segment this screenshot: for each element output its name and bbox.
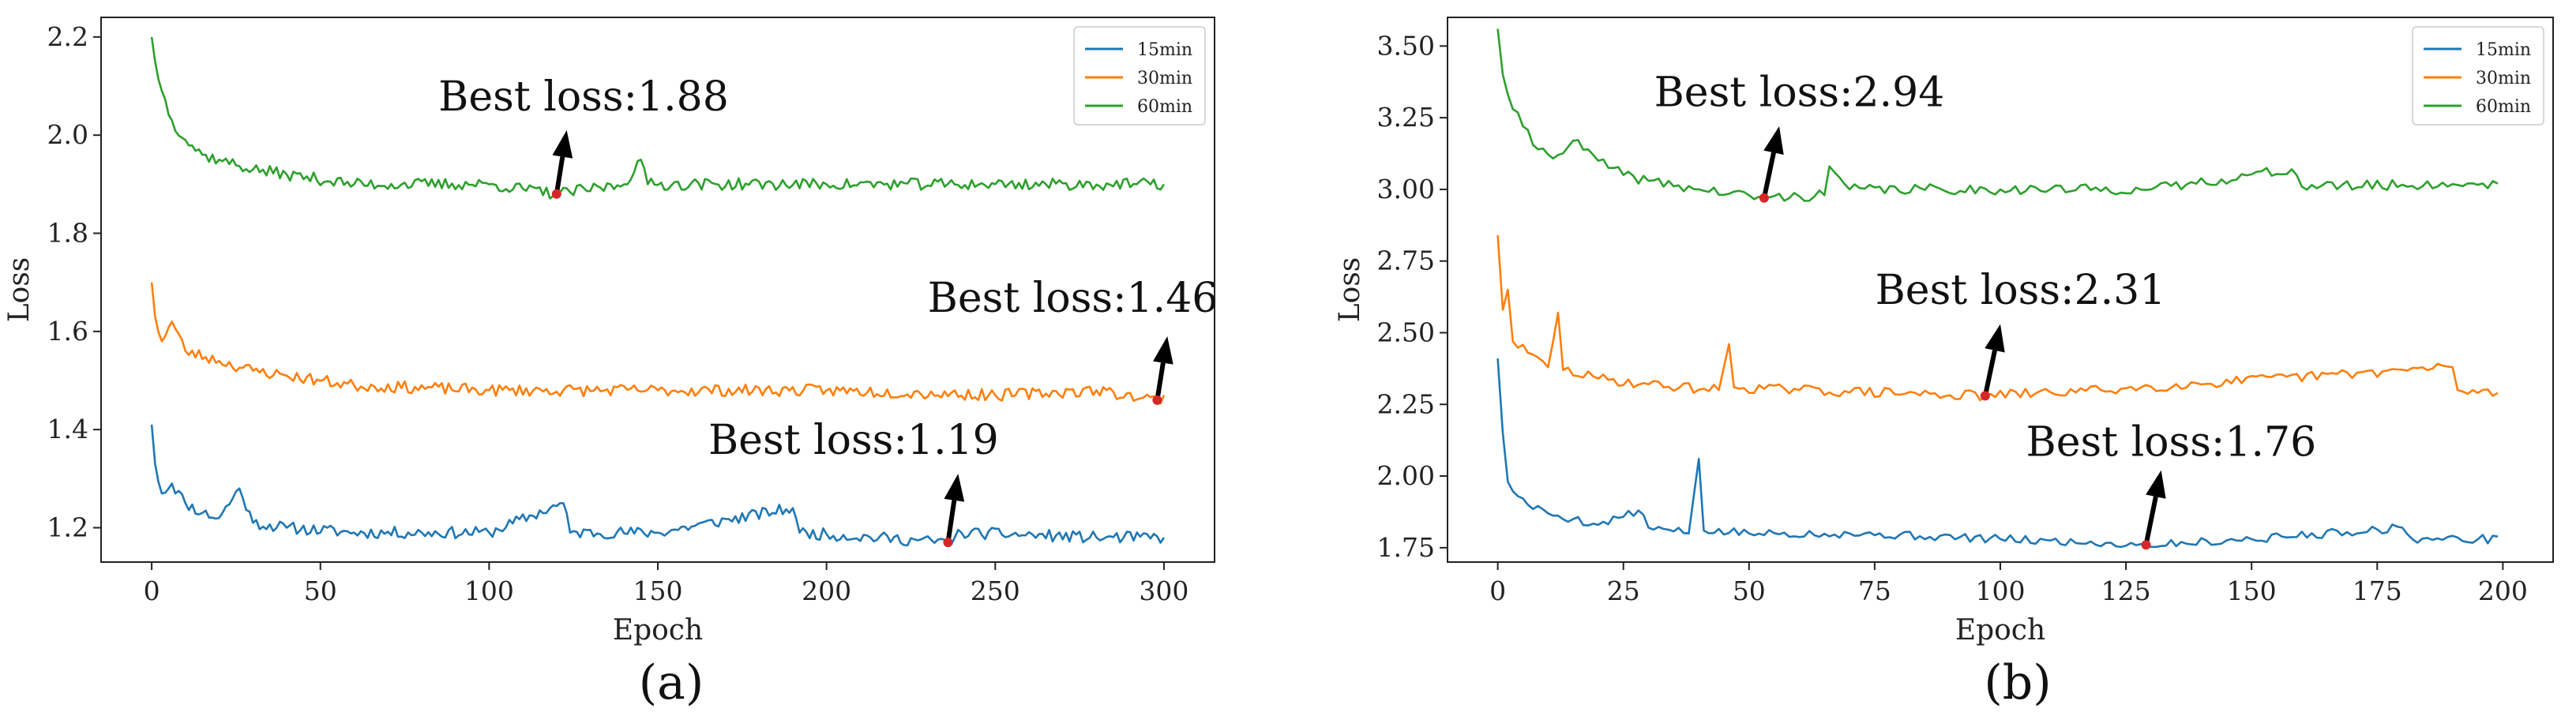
y-tick-label: 3.25 <box>1377 102 1435 133</box>
y-tick-label: 2.25 <box>1377 388 1435 419</box>
x-tick-label: 175 <box>2353 575 2402 606</box>
best-loss-marker <box>1152 395 1162 405</box>
x-tick-label: 25 <box>1607 575 1640 606</box>
best-loss-arrowhead <box>1985 324 2005 353</box>
legend-label-60min: 60min <box>2476 97 2531 117</box>
y-tick-label: 2.00 <box>1377 460 1435 491</box>
legend-label-30min: 30min <box>2476 69 2531 88</box>
series-line-15min <box>1496 358 2499 549</box>
y-tick-label: 1.8 <box>47 218 88 249</box>
y-axis-label: Loss <box>3 257 36 323</box>
x-tick-label: 50 <box>1733 575 1766 606</box>
best-loss-marker <box>1759 193 1769 203</box>
x-tick-label: 100 <box>464 575 514 606</box>
best-loss-marker <box>1980 391 1990 401</box>
x-tick-label: 300 <box>1139 575 1188 606</box>
y-tick-label: 2.50 <box>1377 317 1435 347</box>
legend: 15min 30min 60min <box>2412 26 2544 126</box>
best-loss-label: Best loss:1.19 <box>708 417 999 464</box>
y-tick-label: 1.2 <box>47 512 88 542</box>
best-loss-arrow <box>1761 152 1776 199</box>
best-loss-arrow <box>554 156 565 195</box>
y-tick-label: 3.00 <box>1377 174 1435 204</box>
y-tick-label: 2.2 <box>47 21 88 52</box>
best-loss-marker <box>943 538 953 548</box>
y-tick-label: 1.4 <box>47 414 88 444</box>
panel-b: 0 25 50 75 100 125 150 175 200 1.75 2.00 2.25 2.50 2.… <box>1334 17 2554 710</box>
best-loss-label: Best loss:2.94 <box>1654 69 1945 117</box>
x-tick-label: 0 <box>144 575 160 606</box>
x-tick-label: 75 <box>1858 575 1891 606</box>
x-axis-label: Epoch <box>1955 614 2045 647</box>
best-loss-arrow <box>2143 496 2158 545</box>
best-loss-label: Best loss:1.46 <box>928 275 1219 322</box>
panel-a: 0 50 100 150 200 250 300 1.2 1.4 1.6 1.8 2.0 2.2 Epoc… <box>3 17 1218 710</box>
panel-caption: (a) <box>639 655 704 710</box>
best-loss-marker <box>2141 540 2151 550</box>
legend-label-15min: 15min <box>2476 40 2531 60</box>
series-line-30min <box>150 282 1166 405</box>
best-loss-label: Best loss:1.76 <box>2026 419 2317 467</box>
series-line-60min <box>150 36 1165 200</box>
y-tick-label: 1.75 <box>1377 532 1435 563</box>
legend-label-30min: 30min <box>1137 69 1192 88</box>
x-tick-label: 50 <box>304 575 337 606</box>
x-tick-label: 125 <box>2101 575 2151 606</box>
best-loss-label: Best loss:1.88 <box>438 73 729 121</box>
series-line-30min <box>1496 234 2499 402</box>
x-axis-label: Epoch <box>613 614 703 647</box>
series-line-60min <box>1496 28 2499 202</box>
y-tick-label: 2.75 <box>1377 246 1435 276</box>
best-loss-label: Best loss:2.31 <box>1876 267 2166 314</box>
x-tick-label: 0 <box>1489 575 1506 606</box>
x-tick-label: 200 <box>802 575 851 606</box>
best-loss-arrow <box>1982 350 1997 396</box>
legend-label-60min: 60min <box>1137 97 1192 117</box>
best-loss-arrowhead <box>2146 470 2166 499</box>
x-tick-label: 200 <box>2478 575 2528 606</box>
best-loss-arrowhead <box>1153 336 1173 365</box>
panel-caption: (b) <box>1984 655 2051 710</box>
y-tick-label: 1.6 <box>47 316 88 347</box>
y-tick-label: 3.50 <box>1377 30 1435 61</box>
x-tick-label: 250 <box>971 575 1020 606</box>
y-axis-label: Loss <box>1334 257 1366 323</box>
x-tick-label: 150 <box>2227 575 2277 606</box>
legend: 15min 30min 60min <box>1073 26 1206 126</box>
legend-box <box>2412 26 2544 126</box>
best-loss-arrow <box>1155 362 1166 401</box>
legend-label-15min: 15min <box>1137 40 1192 60</box>
best-loss-arrowhead <box>944 474 965 502</box>
legend-box <box>1073 26 1206 126</box>
y-tick-label: 2.0 <box>47 119 88 150</box>
best-loss-arrowhead <box>1763 126 1784 155</box>
series-line-15min <box>150 424 1165 547</box>
best-loss-marker <box>551 189 561 199</box>
x-tick-label: 150 <box>633 575 683 606</box>
best-loss-arrowhead <box>552 129 573 159</box>
best-loss-arrow <box>945 500 957 543</box>
x-tick-label: 100 <box>1976 575 2026 606</box>
